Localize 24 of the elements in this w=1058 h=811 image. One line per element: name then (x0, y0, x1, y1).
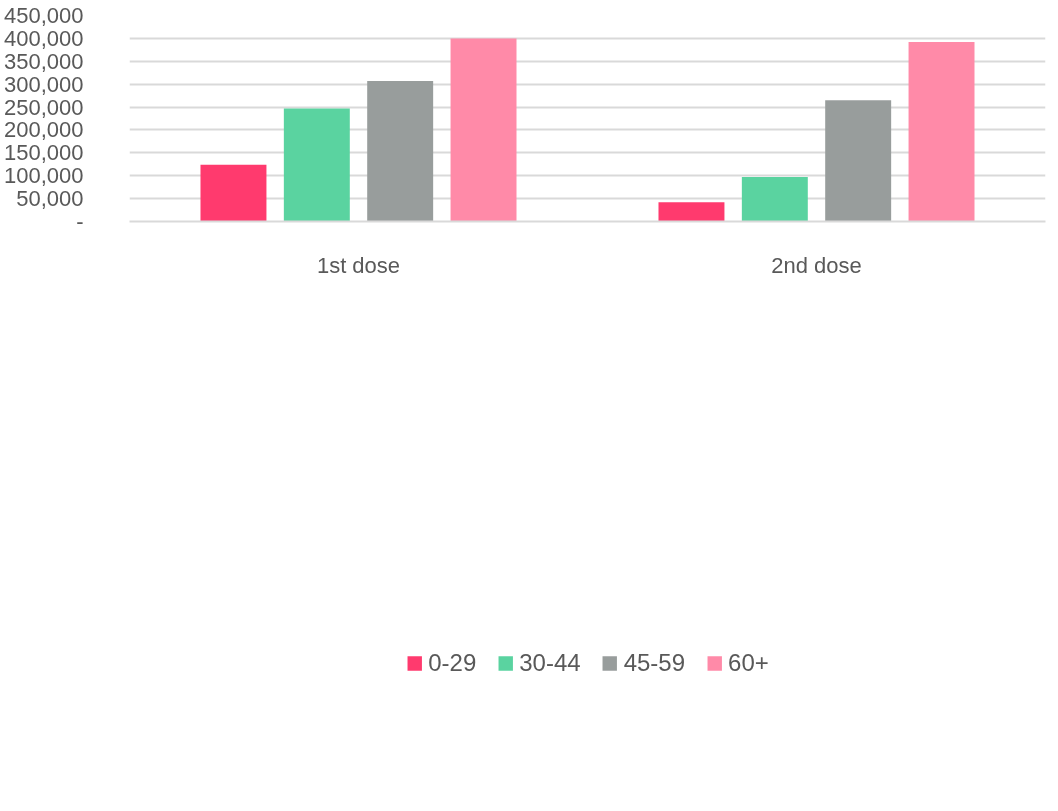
y-tick-label: - (76, 209, 84, 234)
legend-label: 0-29 (428, 649, 477, 677)
legend-label: 30-44 (519, 649, 581, 677)
legend-label: 60+ (728, 649, 769, 677)
bar (658, 202, 725, 222)
bar (908, 42, 975, 222)
y-tick-label: 350,000 (3, 48, 84, 74)
bar (367, 80, 434, 222)
legend-label: 45-59 (623, 649, 686, 677)
bar (825, 100, 892, 222)
y-tick-label: 450,000 (3, 3, 84, 28)
bar (741, 177, 808, 222)
x-tick-label: 1st dose (316, 252, 401, 278)
y-tick-label: 400,000 (3, 25, 84, 51)
y-tick-label: 250,000 (3, 94, 84, 120)
bar (200, 164, 267, 222)
y-tick-label: 50,000 (16, 186, 84, 212)
y-tick-label: 100,000 (3, 163, 84, 189)
y-tick-label: 200,000 (3, 117, 84, 143)
y-tick-label: 150,000 (3, 140, 84, 166)
bar (283, 108, 350, 222)
bar (450, 38, 517, 222)
x-tick-label: 2nd dose (771, 252, 862, 278)
y-tick-label: 300,000 (3, 71, 84, 97)
